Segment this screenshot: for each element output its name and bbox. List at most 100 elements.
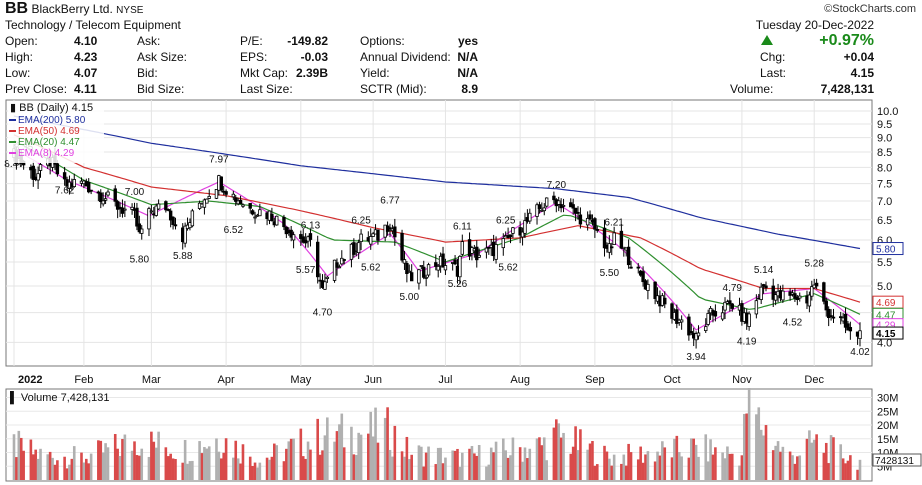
price-annotation: 5.62 — [498, 262, 518, 273]
candle-body — [588, 214, 592, 220]
volume-bar — [523, 447, 527, 480]
volume-bar — [323, 435, 327, 480]
volume-bar — [612, 454, 616, 480]
candle-body — [135, 207, 139, 227]
volume-bar — [574, 426, 577, 480]
price-annotation: 5.50 — [600, 268, 620, 279]
volume-bar — [697, 456, 700, 480]
volume-bar — [680, 456, 683, 480]
candle-body — [626, 246, 631, 266]
candle-body — [120, 207, 125, 214]
candle-body — [147, 208, 151, 230]
volume-bar — [670, 457, 674, 480]
volume-bar — [521, 461, 524, 480]
volume-bar — [87, 463, 91, 480]
volume-bar — [839, 444, 843, 480]
volume-bar — [48, 451, 52, 480]
volume-bar — [306, 441, 310, 480]
month-tick-label: Dec — [804, 374, 824, 386]
volume-tick-label: 25M — [877, 406, 898, 418]
candle-body — [761, 284, 766, 287]
price-tick-label: 5.5 — [877, 257, 892, 269]
candle-body — [291, 234, 296, 241]
volume-bar — [417, 445, 421, 480]
exchange-name: NYSE — [116, 5, 144, 16]
sector-label: Technology / Telecom Equipment — [5, 18, 181, 32]
legend-background — [8, 101, 104, 163]
volume-bar — [641, 462, 645, 480]
candle-body — [253, 216, 257, 219]
volume-bar — [603, 445, 606, 480]
col4-value: N/A — [457, 66, 478, 80]
price-tick-label: 6.5 — [877, 215, 892, 227]
col2-label: Ask: — [137, 34, 161, 48]
percent-change: +0.97% — [819, 32, 874, 49]
volume-bar — [299, 428, 303, 480]
price-chart: 8.478.357.627.005.805.887.976.526.135.57… — [4, 99, 904, 367]
volume-bar — [130, 450, 134, 480]
volume-bar — [135, 455, 139, 480]
col1-value: 4.10 — [74, 34, 98, 48]
volume-bar — [72, 446, 76, 480]
volume-bar — [434, 464, 438, 480]
volume-bar — [730, 453, 734, 480]
volume-bar — [704, 434, 708, 480]
volume-bar — [118, 455, 122, 480]
col3-value: -0.03 — [300, 50, 328, 64]
price-annotation: 7.00 — [125, 187, 145, 198]
volume-bar — [338, 424, 341, 480]
col2-label: Bid Size: — [137, 82, 185, 96]
volume-bar — [181, 462, 185, 480]
volume-bar — [485, 466, 488, 480]
ticker-symbol: BB — [5, 0, 29, 17]
volume-bar — [19, 437, 23, 480]
candle-body — [704, 326, 708, 331]
volume-bar — [316, 418, 319, 480]
volume-bar — [779, 451, 782, 480]
month-axis: 2022 Feb Mar Apr May Jun Jul Aug Sep Oct Nov Dec — [18, 374, 824, 386]
volume-bar — [224, 438, 228, 480]
volume-bar — [241, 444, 245, 480]
col1-label: High: — [5, 50, 34, 64]
volume-bar — [757, 407, 761, 480]
candle-body — [219, 176, 223, 191]
volume-bar — [608, 458, 611, 480]
month-tick-label: 2022 — [18, 374, 42, 386]
volume-bar — [595, 464, 599, 480]
price-annotation: 4.52 — [783, 317, 803, 328]
candle-body — [812, 284, 816, 289]
volume-bar — [721, 452, 724, 480]
volume-chart: 30M25M20M15M10M5M ▌ Volume 7,428,1317428… — [5, 388, 922, 482]
candle-body — [641, 271, 645, 283]
volume-bar — [605, 451, 609, 480]
candle-body — [477, 254, 481, 258]
volume-bar — [186, 463, 189, 480]
last-label: Volume: — [730, 82, 774, 96]
volume-bar — [545, 460, 548, 480]
volume-bar — [420, 446, 423, 480]
candle-body — [407, 270, 411, 273]
stockcharts-brand[interactable]: ©StockCharts.com — [824, 3, 916, 15]
last-value: 7,428,131 — [820, 82, 874, 96]
col1-value: 4.11 — [74, 82, 97, 96]
volume-bar — [388, 449, 392, 480]
volume-bar — [367, 433, 370, 480]
last-value-badge — [872, 242, 904, 256]
volume-bar — [222, 452, 225, 480]
volume-bar — [174, 459, 177, 480]
price-annotation: 5.14 — [754, 265, 774, 276]
volume-bar — [759, 429, 763, 480]
col2-label: Ask Size: — [137, 50, 188, 64]
volume-bar — [282, 461, 286, 480]
volume-bar — [542, 437, 546, 480]
candle-body — [810, 286, 814, 297]
volume-bar — [326, 417, 329, 480]
candle-body — [713, 311, 718, 317]
candle-body — [544, 197, 549, 207]
candle-body — [858, 330, 862, 340]
candle-body — [458, 255, 462, 278]
volume-bar — [458, 466, 462, 480]
volume-bar — [285, 448, 288, 480]
candle-body — [38, 164, 43, 171]
candle-body — [369, 236, 373, 245]
